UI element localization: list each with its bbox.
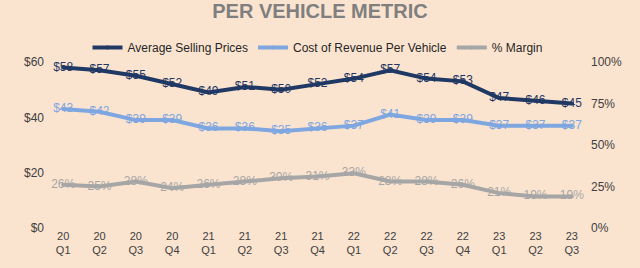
svg-text:Average Selling Prices: Average Selling Prices xyxy=(128,41,249,55)
svg-text:22Q4: 22Q4 xyxy=(455,230,470,256)
svg-text:25%: 25% xyxy=(87,179,111,193)
svg-text:$55: $55 xyxy=(126,68,146,82)
svg-text:26%: 26% xyxy=(51,177,75,191)
svg-text:33%: 33% xyxy=(342,165,366,179)
svg-text:25%: 25% xyxy=(591,180,615,194)
svg-text:$39: $39 xyxy=(416,112,436,126)
svg-text:$47: $47 xyxy=(489,90,509,104)
svg-text:$58: $58 xyxy=(53,60,73,74)
svg-text:21Q1: 21Q1 xyxy=(201,230,216,256)
svg-text:% Margin: % Margin xyxy=(492,41,543,55)
svg-text:75%: 75% xyxy=(591,97,615,111)
svg-text:$52: $52 xyxy=(162,76,182,90)
svg-text:22Q3: 22Q3 xyxy=(419,230,434,256)
svg-text:23Q2: 23Q2 xyxy=(528,230,543,256)
svg-text:22Q1: 22Q1 xyxy=(346,230,361,256)
svg-text:$36: $36 xyxy=(198,120,218,134)
svg-text:20Q3: 20Q3 xyxy=(128,230,143,256)
svg-text:28%: 28% xyxy=(233,174,257,188)
svg-text:21Q3: 21Q3 xyxy=(274,230,289,256)
svg-text:20Q4: 20Q4 xyxy=(165,230,180,256)
svg-text:23Q1: 23Q1 xyxy=(492,230,507,256)
svg-text:$51: $51 xyxy=(235,79,255,93)
svg-text:$36: $36 xyxy=(235,120,255,134)
svg-text:$57: $57 xyxy=(380,62,400,76)
svg-text:$41: $41 xyxy=(380,107,400,121)
svg-text:$37: $37 xyxy=(525,118,545,132)
svg-text:$40: $40 xyxy=(24,111,44,125)
svg-text:$43: $43 xyxy=(53,101,73,115)
svg-text:$37: $37 xyxy=(562,118,582,132)
svg-text:19%: 19% xyxy=(523,188,547,202)
svg-text:$45: $45 xyxy=(562,96,582,110)
svg-text:19%: 19% xyxy=(560,188,584,202)
svg-text:50%: 50% xyxy=(591,138,615,152)
svg-text:26%: 26% xyxy=(196,177,220,191)
svg-text:$39: $39 xyxy=(126,112,146,126)
svg-text:21%: 21% xyxy=(487,185,511,199)
svg-text:Cost of Revenue Per Vehicle: Cost of Revenue Per Vehicle xyxy=(293,41,447,55)
svg-text:30%: 30% xyxy=(269,170,293,184)
svg-text:24%: 24% xyxy=(160,180,184,194)
svg-text:0%: 0% xyxy=(591,221,609,235)
svg-text:22Q2: 22Q2 xyxy=(383,230,398,256)
svg-text:$37: $37 xyxy=(344,118,364,132)
svg-text:$54: $54 xyxy=(344,71,364,85)
svg-text:$0: $0 xyxy=(31,221,45,235)
svg-text:PER VEHICLE METRIC: PER VEHICLE METRIC xyxy=(212,0,428,22)
svg-text:$50: $50 xyxy=(271,82,291,96)
svg-text:28%: 28% xyxy=(378,174,402,188)
svg-text:28%: 28% xyxy=(414,174,438,188)
svg-text:$39: $39 xyxy=(453,112,473,126)
svg-text:$49: $49 xyxy=(198,84,218,98)
svg-text:$54: $54 xyxy=(416,71,436,85)
svg-text:20Q2: 20Q2 xyxy=(92,230,107,256)
svg-text:$36: $36 xyxy=(307,120,327,134)
svg-text:$42: $42 xyxy=(89,104,109,118)
svg-text:$57: $57 xyxy=(89,62,109,76)
svg-text:26%: 26% xyxy=(451,177,475,191)
svg-text:21Q2: 21Q2 xyxy=(237,230,252,256)
svg-text:20Q1: 20Q1 xyxy=(56,230,71,256)
svg-text:21Q4: 21Q4 xyxy=(310,230,325,256)
svg-text:31%: 31% xyxy=(305,169,329,183)
svg-text:$37: $37 xyxy=(489,118,509,132)
svg-text:$46: $46 xyxy=(525,93,545,107)
svg-text:$53: $53 xyxy=(453,73,473,87)
svg-text:100%: 100% xyxy=(591,55,622,69)
svg-text:28%: 28% xyxy=(124,174,148,188)
svg-text:$39: $39 xyxy=(162,112,182,126)
svg-text:$35: $35 xyxy=(271,123,291,137)
svg-text:23Q3: 23Q3 xyxy=(564,230,579,256)
svg-text:$52: $52 xyxy=(307,76,327,90)
svg-text:$60: $60 xyxy=(24,55,44,69)
svg-text:$20: $20 xyxy=(24,166,44,180)
